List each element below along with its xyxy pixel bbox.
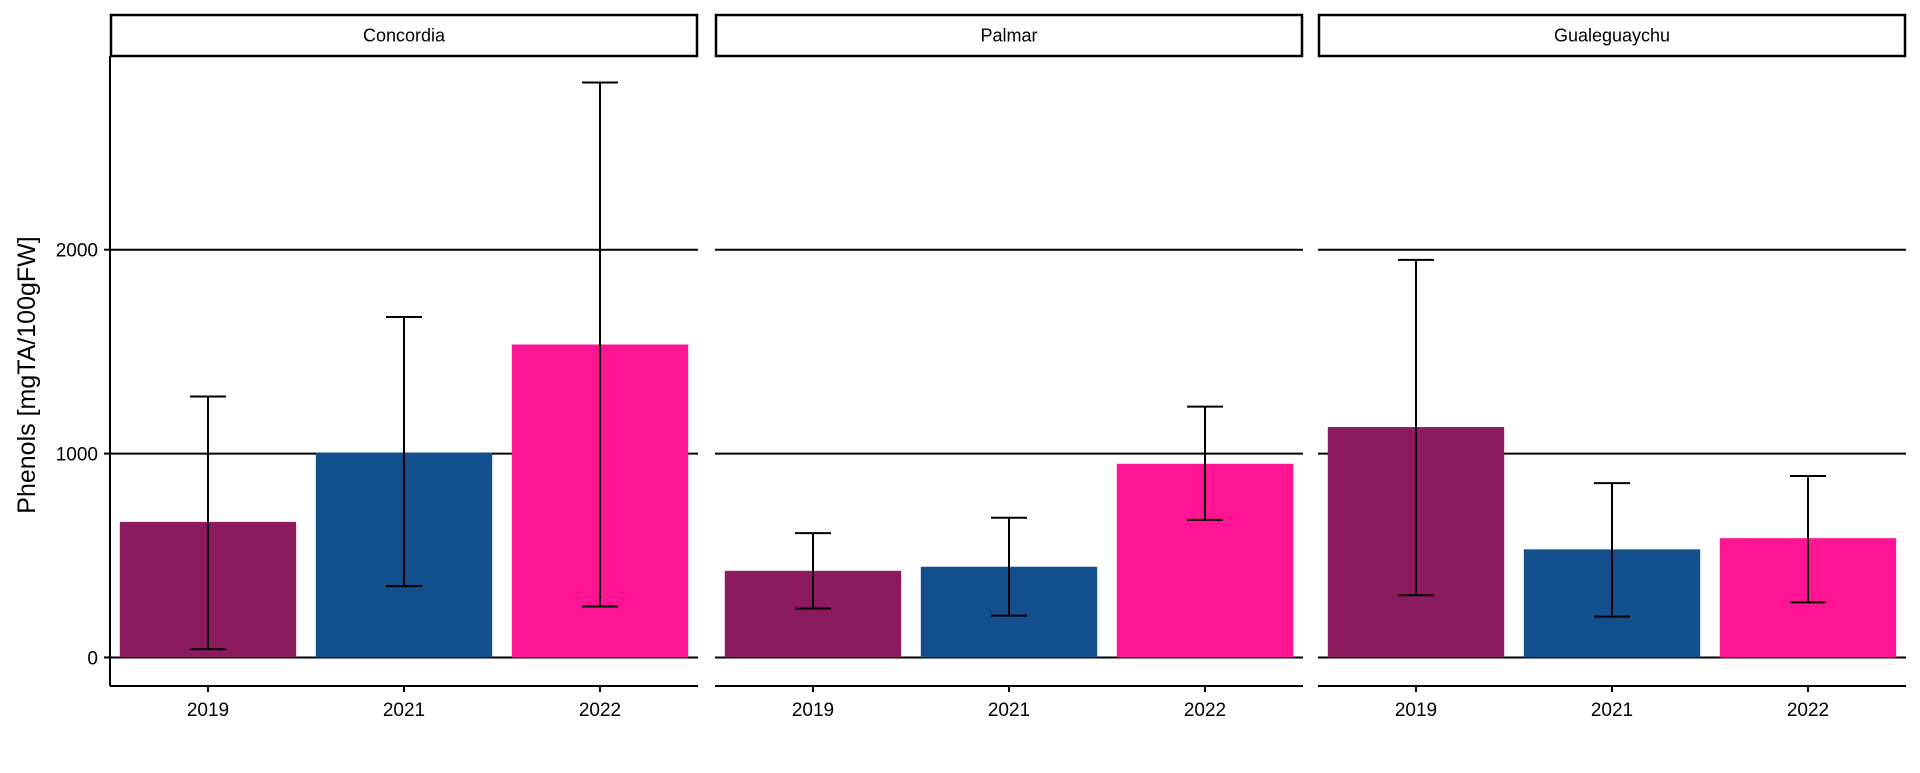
error-bar [1398, 258, 1434, 597]
x-tick-label: 2019 [1395, 700, 1437, 721]
x-tick-label: 2021 [383, 700, 425, 721]
facet-panel-gualeguaychu: Gualeguaychu 2019 2021 2022 [1317, 13, 1907, 721]
error-bar [386, 315, 422, 588]
error-bar [1594, 482, 1630, 618]
y-tick-label: 2000 [56, 241, 98, 262]
x-tick-label: 2022 [1787, 700, 1829, 721]
facet-panel-concordia: Concordia 2019 2021 2022 0 1000 2000 [56, 13, 699, 721]
error-bar [582, 81, 618, 608]
facet-strip [714, 13, 1304, 58]
facet-strip [109, 13, 699, 58]
x-tick-label: 2022 [1184, 700, 1226, 721]
error-bar [991, 516, 1027, 617]
x-tick-label: 2019 [187, 700, 229, 721]
y-tick-label: 0 [87, 648, 98, 669]
facet-panel-palmar: Palmar 2019 2021 2022 [714, 13, 1304, 721]
error-bar [1790, 475, 1826, 604]
y-tick-label: 1000 [56, 445, 98, 466]
x-tick-label: 2021 [1591, 700, 1633, 721]
error-bar [1187, 405, 1223, 521]
x-tick-label: 2019 [792, 700, 834, 721]
x-tick-label: 2022 [579, 700, 621, 721]
facet-strip-label: Concordia [363, 26, 446, 46]
facet-strip-label: Palmar [980, 26, 1037, 46]
error-bar [190, 395, 226, 651]
facet-strip [1317, 13, 1907, 58]
error-bar [795, 532, 831, 610]
y-axis-title: Phenols [mgTA/100gFW] [13, 236, 41, 513]
x-tick-label: 2021 [988, 700, 1030, 721]
facet-strip-label: Gualeguaychu [1554, 26, 1670, 46]
